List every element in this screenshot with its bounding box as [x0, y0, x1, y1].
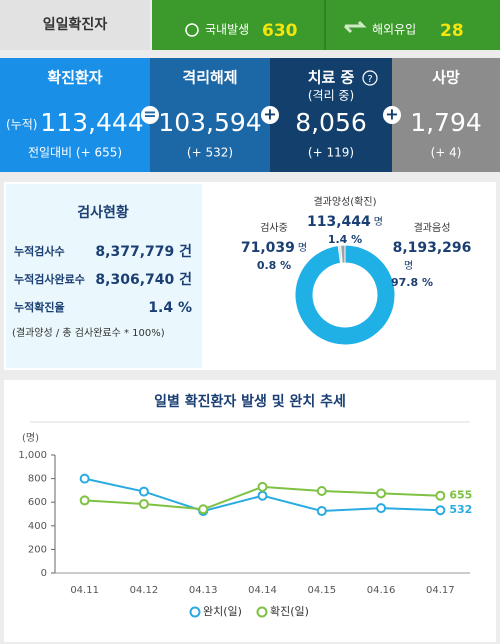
point	[316, 485, 327, 496]
data-label: 655	[449, 489, 472, 502]
help-icon[interactable]	[362, 70, 378, 86]
donut-unit: 명	[404, 260, 413, 272]
donut-pct: 1.4 %	[328, 233, 362, 246]
stat-value: 8,056	[295, 108, 367, 137]
pin-icon	[185, 23, 199, 37]
header-value: 28	[440, 21, 464, 41]
point	[316, 506, 327, 517]
x-tick-label: 04.11	[70, 585, 99, 596]
header-label: 해외유입	[372, 23, 416, 37]
x-tick-label: 04.14	[248, 585, 277, 596]
tests-label: 누적확진율	[14, 300, 65, 314]
x-tick-label: 04.16	[367, 585, 396, 596]
operator	[383, 106, 401, 124]
legend-label: 확진(일)	[270, 604, 309, 618]
stat-prefix: (누적)	[6, 118, 37, 132]
operator: =	[143, 105, 156, 124]
data-label: 532	[449, 503, 472, 516]
stat-change: (+ 119)	[308, 146, 354, 160]
stat-label: 확진환자	[47, 69, 102, 87]
stat-label: 치료 중	[308, 69, 355, 87]
stat-label: 격리해제	[182, 69, 237, 87]
operator: +	[263, 105, 276, 124]
point	[79, 473, 90, 484]
donut-unit: 명	[374, 216, 383, 228]
legend-label: 완치(일)	[203, 604, 242, 618]
point	[435, 490, 446, 501]
legend-marker	[189, 606, 201, 618]
donut-label: 검사중	[260, 222, 288, 234]
header-title: 일일확진자	[43, 16, 108, 33]
operator	[141, 106, 159, 124]
donut-label: 결과음성	[414, 222, 451, 234]
y-tick-label: 600	[28, 497, 47, 508]
plane-icon	[343, 20, 367, 34]
header-tab	[0, 0, 150, 50]
header-label: 국내발생	[205, 23, 249, 37]
point	[435, 505, 446, 516]
donut-count: 8,193,296	[393, 240, 472, 256]
tests-note: (결과양성 / 총 검사완료수 * 100%)	[12, 327, 165, 339]
y-tick-label: 800	[28, 474, 47, 485]
stat-value: 103,594	[158, 108, 261, 137]
stat-value: 1,794	[410, 108, 482, 137]
point	[376, 488, 387, 499]
stat-change: (+ 4)	[431, 146, 462, 160]
operator: +	[385, 105, 398, 124]
donut-pct: 0.8 %	[257, 259, 291, 272]
x-tick-label: 04.17	[426, 585, 455, 596]
header-value: 630	[262, 21, 298, 41]
donut-count: 113,444 명	[307, 214, 383, 230]
tests-label: 누적검사완료수	[14, 272, 85, 286]
operator	[261, 106, 279, 124]
donut-count: 113,444	[307, 214, 371, 230]
help-icon[interactable]: ?	[367, 74, 372, 85]
x-tick-label: 04.15	[307, 585, 336, 596]
stat-box	[270, 58, 392, 172]
point	[138, 498, 149, 509]
stat-box	[150, 58, 270, 172]
donut-label: 결과양성(확진)	[313, 196, 376, 208]
stat-box	[392, 58, 500, 172]
y-tick-label: 200	[28, 544, 47, 555]
y-axis-label: (명)	[22, 432, 39, 444]
stat-change: (+ 532)	[187, 146, 233, 160]
point	[138, 486, 149, 497]
donut-count: 71,039	[241, 240, 295, 256]
donut-pct: 97.8 %	[391, 276, 433, 289]
tests-table-bg	[6, 184, 202, 368]
tests-value: 8,306,740 건	[95, 271, 192, 288]
donut-unit: 명	[298, 242, 307, 254]
x-tick-label: 04.13	[189, 585, 218, 596]
point	[257, 481, 268, 492]
tests-title: 검사현황	[77, 204, 129, 221]
y-tick-label: 1,000	[18, 450, 47, 461]
point	[376, 503, 387, 514]
donut-slice	[294, 244, 396, 346]
point	[257, 490, 268, 501]
donut-count: 8,193,296	[393, 240, 472, 256]
tests-label: 누적검사수	[14, 244, 65, 258]
x-tick-label: 04.12	[130, 585, 159, 596]
tests-value: 1.4 %	[148, 300, 192, 316]
stat-sublabel: (격리 중)	[308, 89, 354, 103]
y-tick-label: 0	[41, 568, 47, 579]
operators: = + +	[141, 105, 401, 124]
point	[79, 495, 90, 506]
legend-marker	[256, 606, 268, 618]
stat-change: 전일대비 (+ 655)	[28, 146, 122, 160]
stat-label: 사망	[432, 69, 460, 87]
trend-panel	[4, 380, 496, 642]
chart-title: 일별 확진환자 발생 및 완치 추세	[154, 393, 346, 410]
y-tick-label: 400	[28, 521, 47, 532]
donut-count: 71,039 명	[241, 240, 307, 256]
tests-value: 8,377,779 건	[95, 243, 192, 260]
stat-box	[0, 58, 150, 172]
point	[198, 504, 209, 515]
stat-value: 113,444	[40, 108, 143, 137]
